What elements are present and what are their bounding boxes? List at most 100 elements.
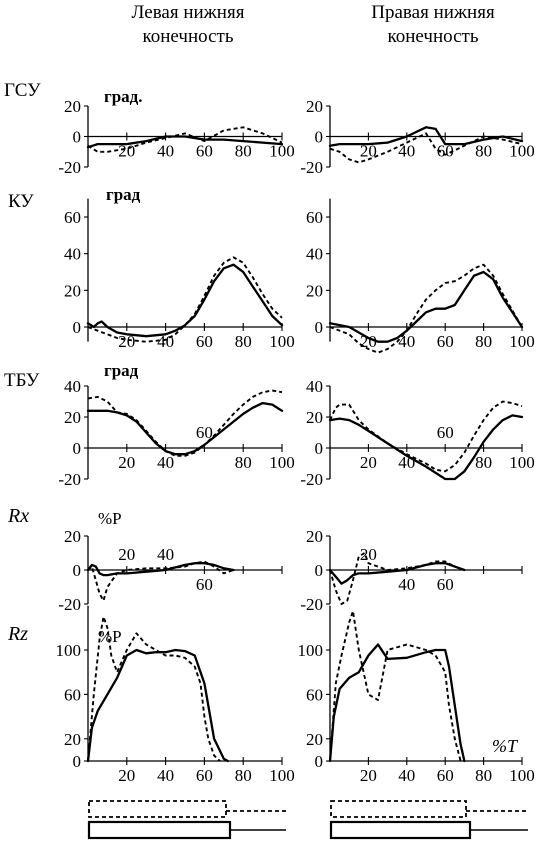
y-tick-label: 20 bbox=[64, 281, 81, 300]
series-line-solid bbox=[86, 135, 284, 149]
series-line-dashed bbox=[329, 263, 523, 354]
y-tick-label: 20 bbox=[64, 408, 81, 427]
right-stance-bar-dashed bbox=[330, 800, 467, 818]
series-line-solid bbox=[86, 263, 284, 338]
x-tick-label: 100 bbox=[509, 142, 535, 161]
unit-label: %P bbox=[98, 509, 122, 528]
x-tick-label: 40 bbox=[398, 575, 415, 594]
y-tick-label: 0 bbox=[315, 561, 324, 580]
series-line-dashed bbox=[87, 560, 234, 602]
x-tick-label: 80 bbox=[475, 766, 492, 785]
y-tick-label: 0 bbox=[315, 439, 324, 458]
right-stance-bar-solid bbox=[329, 820, 472, 840]
y-tick-label: 0 bbox=[315, 318, 324, 337]
y-tick-label: 0 bbox=[73, 439, 82, 458]
x-tick-label: 100 bbox=[269, 332, 295, 351]
row-label: ТБУ bbox=[4, 370, 40, 391]
x-tick-label: 20 bbox=[360, 766, 377, 785]
series-line-dashed bbox=[87, 256, 283, 343]
x-tick-label: 20 bbox=[118, 142, 135, 161]
x-tick-label: 40 bbox=[398, 142, 415, 161]
y-tick-label: 20 bbox=[306, 281, 323, 300]
x-unit-label: %T bbox=[492, 736, 519, 756]
y-tick-label: 0 bbox=[73, 318, 82, 337]
series-line-dashed bbox=[87, 615, 221, 762]
y-tick-label: 40 bbox=[64, 377, 81, 396]
y-tick-label: 100 bbox=[298, 641, 324, 660]
series-line-dashed bbox=[329, 610, 462, 762]
column-headers: Левая нижняя конечность Правая нижняя коне… bbox=[132, 2, 495, 47]
x-tick-label: 80 bbox=[235, 332, 252, 351]
x-tick-label: 40 bbox=[157, 545, 174, 564]
y-tick-label: 20 bbox=[306, 527, 323, 546]
chart-panel: -20 0 20 20 40 60 80 100 bbox=[300, 97, 534, 177]
x-tick-label: 20 bbox=[118, 766, 135, 785]
x-tick-label: 20 bbox=[118, 332, 135, 351]
chart-panel: 0 20 60 100 20 40 60 80 100 bbox=[56, 605, 295, 785]
x-tick-label: 60 bbox=[196, 142, 213, 161]
y-tick-label: 60 bbox=[306, 685, 323, 704]
x-tick-label: 80 bbox=[235, 453, 252, 472]
x-tick-label: 40 bbox=[398, 766, 415, 785]
unit-label: %P bbox=[98, 627, 122, 646]
y-tick-label: 20 bbox=[306, 730, 323, 749]
x-tick-label: 20 bbox=[118, 453, 135, 472]
x-tick-label: 20 bbox=[360, 453, 377, 472]
x-tick-label: 100 bbox=[269, 142, 295, 161]
x-tick-label: 20 bbox=[118, 545, 135, 564]
series-line-dashed bbox=[329, 132, 523, 164]
series-line-solid bbox=[86, 401, 284, 456]
stance-phase-bars bbox=[87, 800, 528, 840]
x-tick-label: 80 bbox=[475, 142, 492, 161]
left-stance-bar-solid bbox=[87, 820, 232, 840]
y-tick-label: -20 bbox=[300, 595, 323, 614]
series-line-dashed bbox=[329, 552, 465, 605]
x-tick-label: 60 bbox=[196, 332, 213, 351]
y-tick-label: 20 bbox=[306, 408, 323, 427]
x-tick-label: 60 bbox=[437, 766, 454, 785]
series-line-solid bbox=[328, 270, 524, 343]
series-line-solid bbox=[86, 562, 235, 577]
header-line: конечность bbox=[143, 26, 234, 47]
y-tick-label: -20 bbox=[300, 158, 323, 177]
row-label: ГСУ bbox=[4, 80, 41, 101]
y-tick-label: 20 bbox=[64, 527, 81, 546]
series-line-dashed bbox=[87, 126, 283, 153]
x-tick-label: 100 bbox=[509, 453, 535, 472]
x-tick-label: 40 bbox=[157, 453, 174, 472]
x-tick-label: 60 bbox=[196, 766, 213, 785]
y-tick-label: 0 bbox=[315, 752, 324, 771]
y-tick-label: 60 bbox=[306, 208, 323, 227]
x-tick-label: 20 bbox=[360, 545, 377, 564]
left-stance-bar-dashed bbox=[88, 800, 227, 818]
x-tick-label: 80 bbox=[235, 766, 252, 785]
series-line-solid bbox=[86, 648, 229, 763]
chart-panel: -20 0 20 20 40 60 bbox=[300, 527, 523, 614]
x-tick-label: 100 bbox=[269, 766, 295, 785]
x-tick-label: 40 bbox=[157, 142, 174, 161]
x-tick-label: 100 bbox=[269, 453, 295, 472]
series-line-solid bbox=[328, 126, 524, 147]
header-line: Правая нижняя bbox=[371, 2, 495, 23]
x-tick-label: 80 bbox=[475, 453, 492, 472]
y-tick-label: 0 bbox=[73, 561, 82, 580]
x-tick-label: 60 bbox=[437, 142, 454, 161]
header-line: конечность bbox=[388, 26, 479, 47]
y-tick-label: -20 bbox=[58, 470, 81, 489]
x-tick-label: 40 bbox=[157, 766, 174, 785]
unit-label: град. bbox=[104, 87, 143, 106]
x-tick-label: 100 bbox=[509, 766, 535, 785]
x-tick-label: 60 bbox=[196, 423, 213, 442]
x-tick-label: 100 bbox=[509, 332, 535, 351]
header-line: Левая нижняя bbox=[132, 2, 245, 23]
chart-panel: 0 20 60 100 20 40 60 80 100 bbox=[298, 605, 535, 785]
y-tick-label: 60 bbox=[64, 208, 81, 227]
row-label: Rz bbox=[7, 623, 28, 645]
series-line-dashed bbox=[329, 400, 523, 473]
y-tick-label: 0 bbox=[73, 128, 82, 147]
x-tick-label: 20 bbox=[360, 142, 377, 161]
y-tick-label: 40 bbox=[64, 245, 81, 264]
y-tick-label: 100 bbox=[56, 641, 82, 660]
